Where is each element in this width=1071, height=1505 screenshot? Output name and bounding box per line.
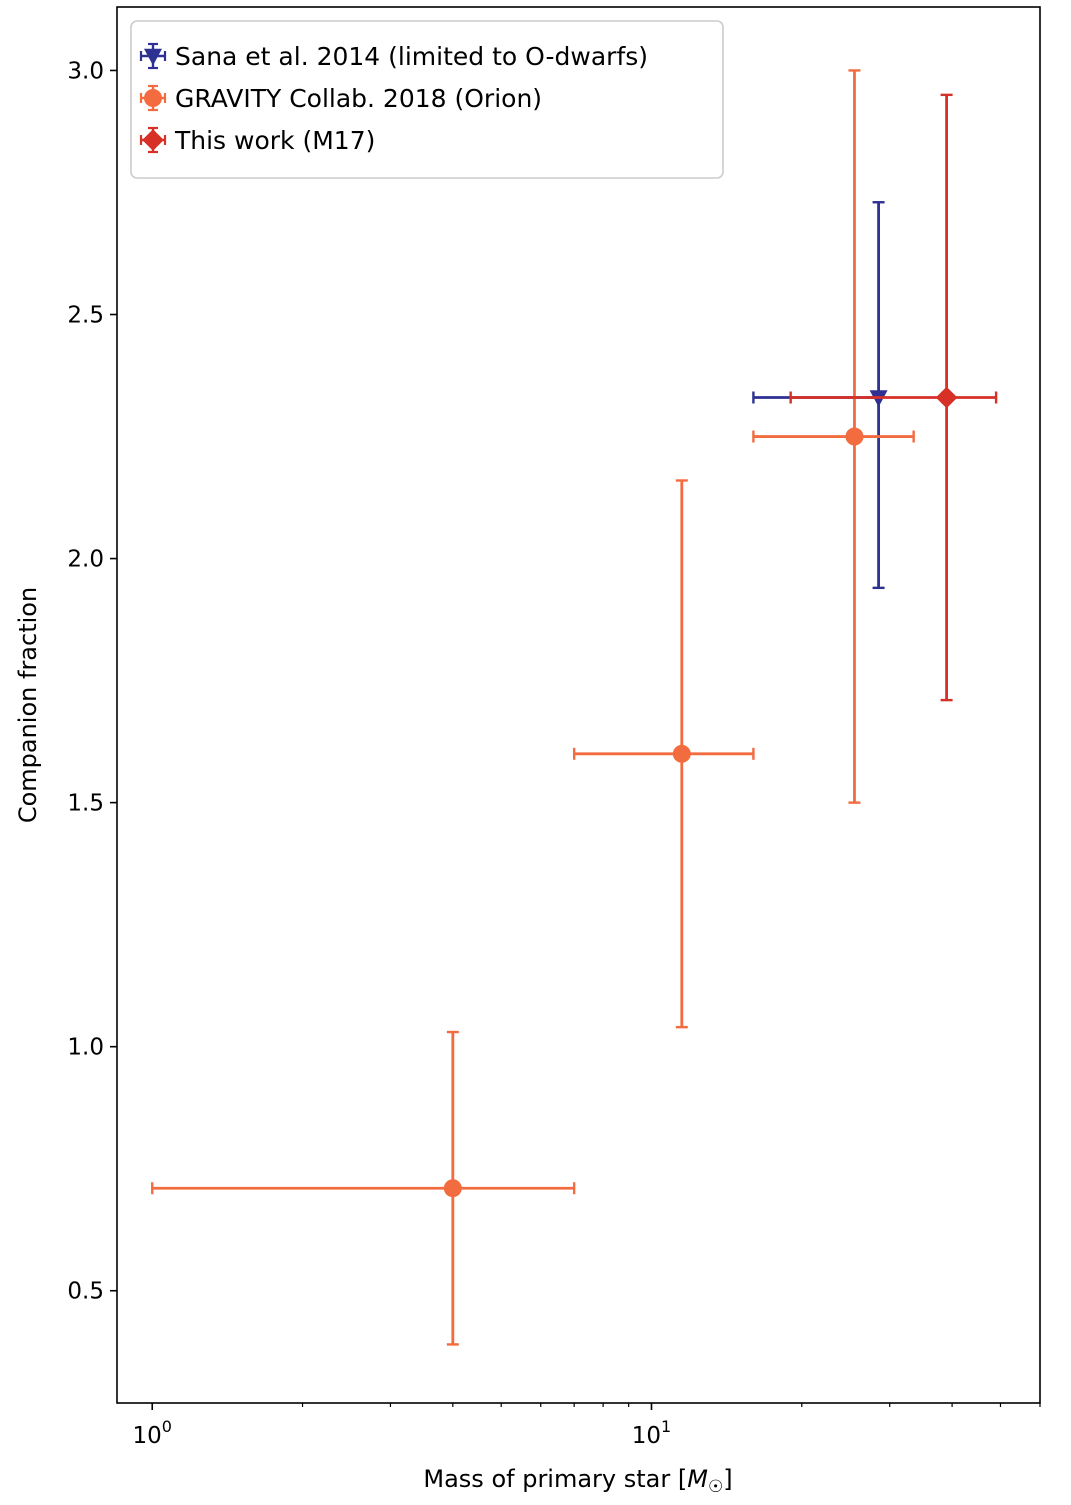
y-tick-label: 1.0 (67, 1035, 104, 1061)
y-axis-label: Companion fraction (14, 587, 42, 823)
legend-label: This work (M17) (174, 126, 375, 155)
plot-area (117, 7, 1040, 1403)
x-tick-label: 100 (133, 1417, 172, 1449)
data-point (935, 386, 958, 409)
legend-label: GRAVITY Collab. 2018 (Orion) (175, 84, 542, 113)
x-axis-label: Mass of primary star [M☉] (423, 1465, 732, 1497)
plot-frame (116, 6, 1041, 1404)
y-tick-label: 2.5 (67, 303, 104, 329)
data-point (845, 427, 864, 446)
y-tick-label: 0.5 (67, 1279, 104, 1305)
series-1 (151, 69, 915, 1346)
legend-marker (144, 89, 162, 107)
legend-marker (142, 129, 164, 151)
y-tick-label: 1.5 (67, 791, 104, 817)
data-point (443, 1179, 462, 1198)
data-point (672, 744, 691, 763)
legend: Sana et al. 2014 (limited to O-dwarfs) GR… (130, 20, 724, 179)
legend-marker (144, 48, 162, 66)
legend-label: Sana et al. 2014 (limited to O-dwarfs) (175, 42, 648, 71)
plot-background (117, 7, 1040, 1403)
x-axis-ticks: 100 101 (133, 1403, 1041, 1449)
y-axis-ticks: 0.5 1.0 1.5 2.0 2.5 3.0 (67, 58, 117, 1305)
data-marks (151, 69, 998, 1346)
series-2 (789, 93, 998, 702)
legend-box (130, 20, 724, 179)
x-tick-label: 101 (632, 1417, 671, 1449)
y-tick-label: 2.0 (67, 547, 104, 573)
y-tick-label: 3.0 (67, 58, 104, 84)
